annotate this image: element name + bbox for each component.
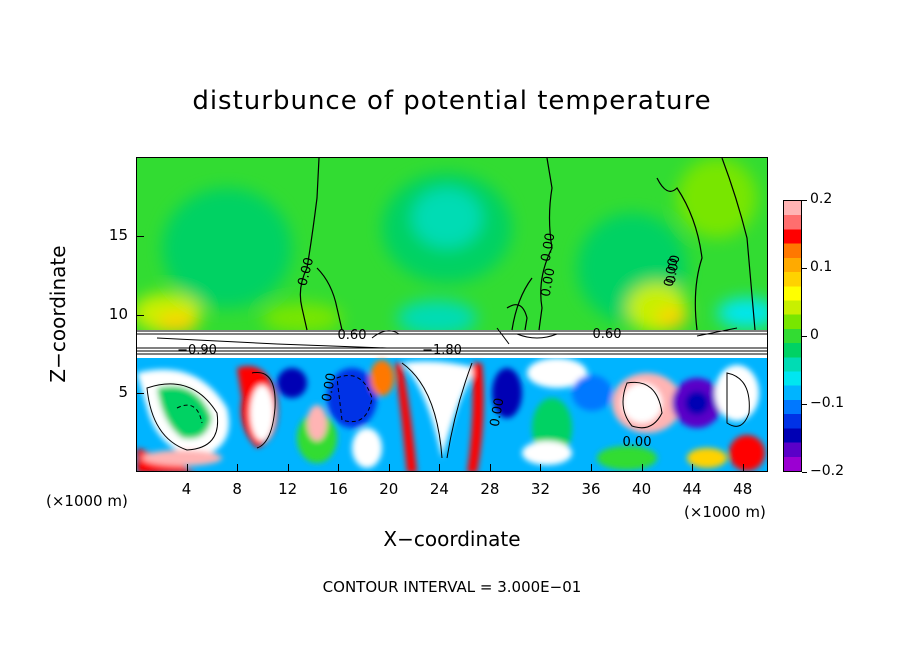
x-tick-label: 40 [632,480,652,498]
x-tick-mark [388,464,390,472]
y-tick-mark [136,235,144,237]
y-tick-mark [136,393,144,395]
colorbar-tick-label: 0.2 [810,191,833,207]
colorbar-tick-mark [802,472,807,473]
contour-label: 0.00 [320,372,340,403]
contour-label: 0.00 [295,256,317,288]
contour-label: −0.90 [177,343,217,358]
x-tick-mark [641,464,643,472]
x-tick-label: 24 [429,480,449,498]
x-tick-mark [338,464,340,472]
colorbar-tick-label: −0.2 [810,463,844,479]
x-axis-label: X−coordinate [383,527,521,551]
y-tick-mark [136,314,144,316]
contour-label: 0.00 [488,397,508,428]
colorbar-tick-label: 0.1 [810,259,833,275]
x-tick-label: 8 [232,480,242,498]
x-tick-mark [489,464,491,472]
inversion-band [137,330,767,358]
x-tick-mark [287,464,289,472]
colorbar-tick-mark [802,336,807,337]
contour-label: 0.60 [338,328,367,343]
chart-title: disturbunce of potential temperature [192,86,712,116]
upper-anomalies [137,158,767,336]
x-tick-mark [742,464,744,472]
lower-eddies [137,358,765,471]
inversion-contours [137,327,767,355]
y-axis-label: Z−coordinate [46,245,70,383]
x-tick-label: 32 [530,480,551,498]
x-tick-label: 44 [682,480,702,498]
y-tick-label: 15 [108,225,128,244]
x-tick-label: 36 [581,480,601,498]
x-tick-label: 48 [733,480,753,498]
x-tick-mark [540,464,542,472]
contour-label: 0.00 [623,435,652,450]
contour-label: −1.80 [422,343,462,358]
lower-contours [146,362,750,459]
y-tick-label: 5 [118,383,128,402]
x-unit-left: (×1000 m) [46,492,128,510]
plot-area: 0.00 0.00 0.00 0.00 0.00 0.00 0.60 0.60 … [136,157,768,472]
x-tick-label: 12 [278,480,298,498]
colorbar-tick-mark [802,404,807,405]
x-tick-label: 4 [181,480,192,498]
x-tick-mark [237,464,239,472]
contour-interval-note: CONTOUR INTERVAL = 3.000E−01 [322,578,582,596]
x-tick-label: 28 [480,480,500,498]
contour-label: 0.00 [539,267,559,298]
x-tick-label: 16 [328,480,348,498]
colorbar-tick-mark [802,268,807,269]
x-tick-mark [692,464,694,472]
upper-contours [299,158,756,331]
colorbar-tick-label: 0 [810,327,819,343]
x-tick-label: 20 [379,480,399,498]
contour-label: 0.60 [593,327,622,342]
y-tick-label: 10 [108,304,128,323]
x-tick-mark [591,464,593,472]
x-tick-mark [186,464,188,472]
contour-label: 0.00 [664,254,684,285]
contour-label: 0.00 [539,232,559,263]
x-tick-mark [439,464,441,472]
x-unit-right: (×1000 m) [684,503,766,521]
colorbar-tick-label: −0.1 [810,395,844,411]
contour-label: 0.00 [662,257,682,288]
colorbar-tick-mark [802,200,807,201]
colorbar [783,200,802,472]
